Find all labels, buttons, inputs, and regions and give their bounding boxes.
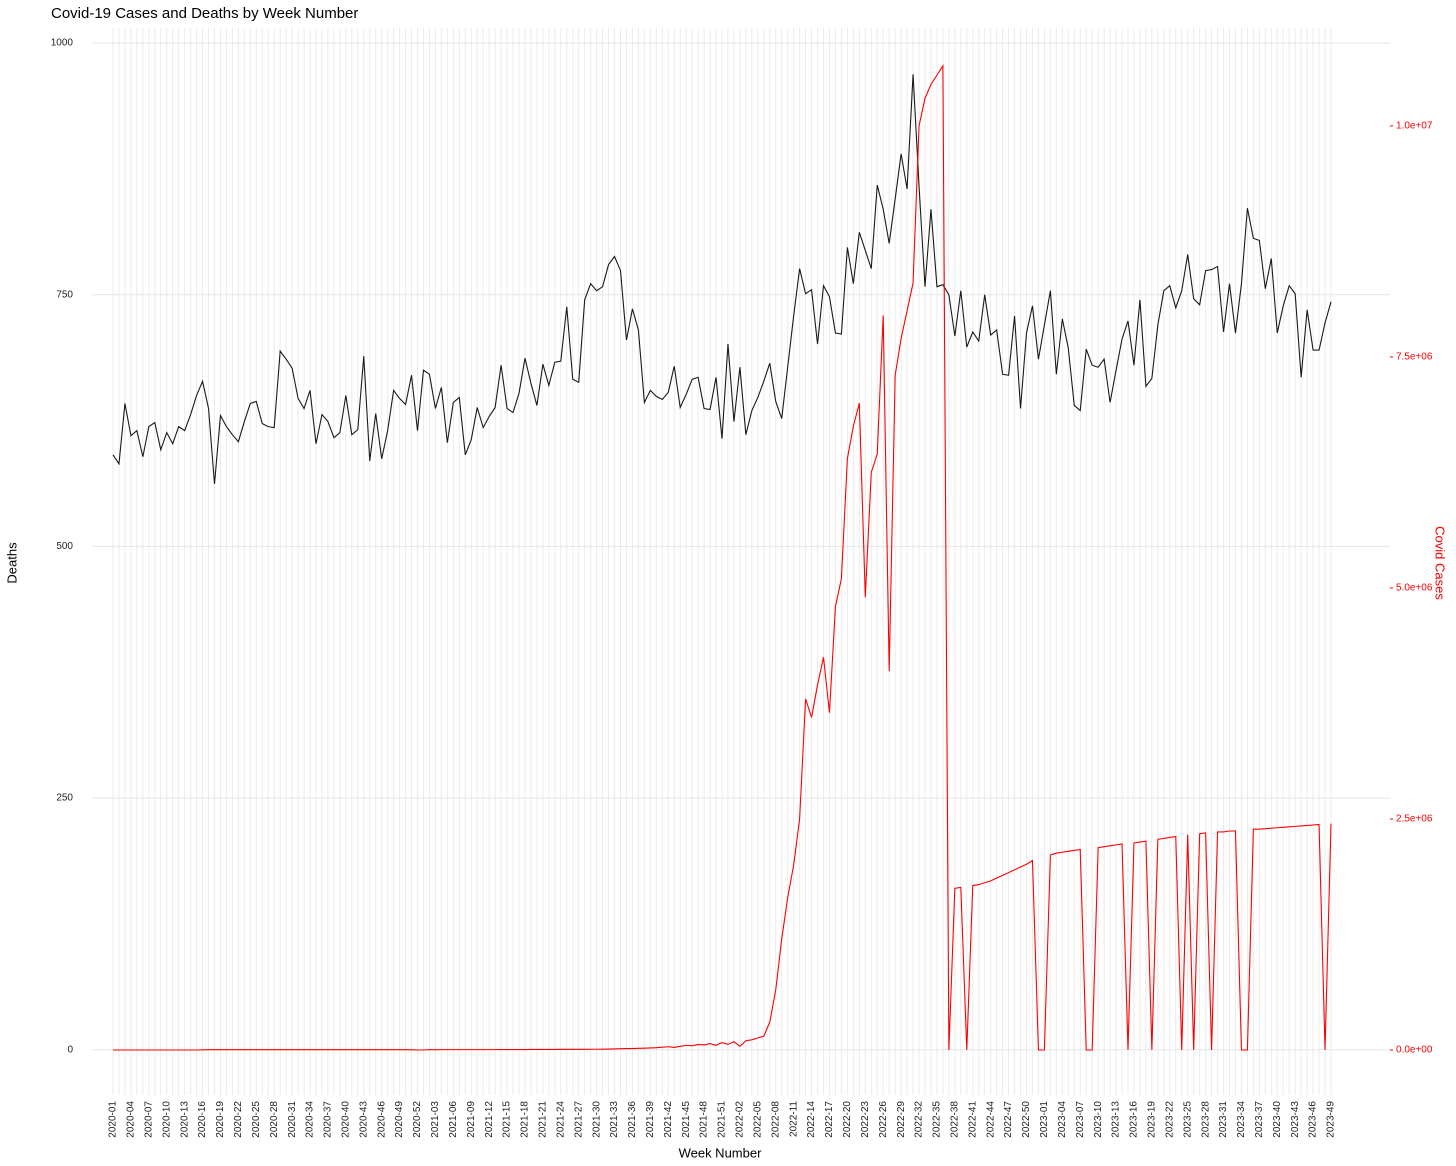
x-tick-label: 2022-38 <box>949 1101 960 1138</box>
x-tick-label: 2020-19 <box>215 1101 226 1138</box>
x-tick-label: 2022-14 <box>806 1101 817 1138</box>
y2-tick-label: 7.5e+06 <box>1396 352 1433 363</box>
x-tick-label: 2021-09 <box>466 1101 477 1138</box>
x-tick-label: 2022-26 <box>878 1101 889 1138</box>
y2-tick-label: 5.0e+06 <box>1396 583 1433 594</box>
x-tick-label: 2022-17 <box>824 1101 835 1138</box>
x-tick-label: 2023-19 <box>1147 1101 1158 1138</box>
x-tick-label: 2022-32 <box>914 1101 925 1138</box>
x-tick-label: 2020-01 <box>108 1101 119 1138</box>
x-tick-label: 2021-39 <box>645 1101 656 1138</box>
x-tick-label: 2023-37 <box>1254 1101 1265 1138</box>
series-line <box>113 64 1332 1051</box>
x-tick-label: 2020-16 <box>197 1101 208 1138</box>
x-tick-label: 2022-08 <box>770 1101 781 1138</box>
x-tick-label: 2022-02 <box>735 1101 746 1138</box>
y-tick-label: 250 <box>56 793 73 804</box>
x-tick-label: 2022-44 <box>985 1101 996 1138</box>
x-tick-label: 2020-04 <box>126 1101 137 1138</box>
x-tick-label: 2020-46 <box>376 1101 387 1138</box>
x-tick-label: 2021-03 <box>430 1101 441 1138</box>
x-tick-label: 2023-04 <box>1057 1101 1068 1138</box>
x-tick-label: 2020-28 <box>269 1101 280 1138</box>
x-tick-label: 2021-24 <box>555 1101 566 1138</box>
x-tick-label: 2023-49 <box>1326 1101 1337 1138</box>
x-tick-label: 2022-23 <box>860 1101 871 1138</box>
y2-tick-label: 2.5e+06 <box>1396 814 1433 825</box>
x-tick-label: 2020-37 <box>323 1101 334 1138</box>
y2-tick-label: 0.0e+00 <box>1396 1045 1433 1056</box>
x-tick-label: 2020-31 <box>287 1101 298 1138</box>
x-tick-label: 2021-12 <box>484 1101 495 1138</box>
x-tick-label: 2023-43 <box>1290 1101 1301 1138</box>
x-tick-label: 2023-01 <box>1039 1101 1050 1138</box>
x-tick-label: 2021-36 <box>627 1101 638 1138</box>
x-tick-label: 2021-06 <box>448 1101 459 1138</box>
y-axis-title: Deaths <box>4 542 19 584</box>
x-tick-label: 2022-20 <box>842 1101 853 1138</box>
x-tick-label: 2021-33 <box>609 1101 620 1138</box>
grid <box>92 28 1390 1095</box>
x-tick-label: 2023-34 <box>1236 1101 1247 1138</box>
x-tick-label: 2020-13 <box>179 1101 190 1138</box>
x-tick-label: 2020-10 <box>161 1101 172 1138</box>
x-tick-label: 2021-18 <box>520 1101 531 1138</box>
x-tick-label: 2022-41 <box>967 1101 978 1138</box>
x-tick-label: 2021-27 <box>573 1101 584 1138</box>
x-tick-label: 2023-40 <box>1272 1101 1283 1138</box>
y-tick-label: 1000 <box>51 38 74 49</box>
y-tick-label: 0 <box>67 1044 73 1055</box>
chart-title: Covid-19 Cases and Deaths by Week Number <box>51 5 358 22</box>
x-tick-label: 2022-47 <box>1003 1101 1014 1138</box>
x-tick-label: 2023-25 <box>1182 1101 1193 1138</box>
x-tick-label: 2021-42 <box>663 1101 674 1138</box>
x-tick-label: 2022-11 <box>788 1101 799 1137</box>
x-tick-label: 2020-40 <box>340 1101 351 1138</box>
x-tick-label: 2020-52 <box>412 1101 423 1138</box>
x-tick-label: 2022-05 <box>752 1101 763 1138</box>
x-tick-label: 2020-49 <box>394 1101 405 1138</box>
x-tick-label: 2021-45 <box>681 1101 692 1138</box>
x-tick-label: 2021-21 <box>538 1101 549 1138</box>
x-tick-label: 2022-35 <box>932 1101 943 1138</box>
x-tick-label: 2023-16 <box>1129 1101 1140 1138</box>
x-tick-label: 2020-25 <box>251 1101 262 1138</box>
x-tick-label: 2021-51 <box>717 1101 728 1138</box>
y2-axis-title: Covid Cases <box>1433 526 1448 600</box>
x-tick-label: 2021-15 <box>502 1101 513 1138</box>
x-tick-label: 2023-28 <box>1200 1101 1211 1138</box>
x-tick-label: 2021-30 <box>591 1101 602 1138</box>
x-tick-label: 2023-22 <box>1164 1101 1175 1138</box>
y-tick-label: 500 <box>56 541 73 552</box>
x-tick-label: 2023-13 <box>1111 1101 1122 1138</box>
x-tick-label: 2023-46 <box>1308 1101 1319 1138</box>
x-tick-label: 2022-29 <box>896 1101 907 1138</box>
x-tick-label: 2020-43 <box>358 1101 369 1138</box>
x-tick-label: 2023-31 <box>1218 1101 1229 1138</box>
y2-tick-label: 1.0e+07 <box>1396 121 1433 132</box>
x-tick-label: 2023-10 <box>1093 1101 1104 1138</box>
x-tick-label: 2021-48 <box>699 1101 710 1138</box>
y-tick-label: 750 <box>56 289 73 300</box>
x-tick-label: 2023-07 <box>1075 1101 1086 1138</box>
x-tick-label: 2022-50 <box>1021 1101 1032 1138</box>
x-tick-label: 2020-22 <box>233 1101 244 1138</box>
x-axis-title: Week Number <box>679 1145 763 1160</box>
x-tick-label: 2020-07 <box>143 1101 154 1138</box>
x-tick-label: 2020-34 <box>305 1101 316 1138</box>
series-line <box>112 74 1332 485</box>
